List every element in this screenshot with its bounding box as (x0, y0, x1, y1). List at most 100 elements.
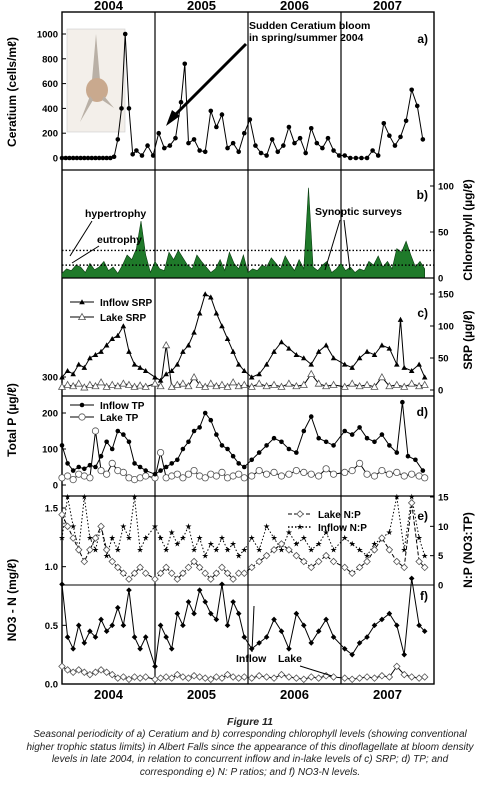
lake-tp-series-point (63, 472, 72, 480)
panel-b-ylabel: Chlorophyll (µg/ℓ) (461, 179, 475, 280)
legend-inflow-np-marker: ★ (296, 523, 303, 532)
year-label-top: 2004 (94, 0, 124, 13)
inflow-no3-series-point (98, 616, 104, 623)
inflow-no3-series-point (341, 646, 348, 652)
chlorophyll-area (61, 187, 426, 279)
panel-c-ytick-label: 150 (438, 290, 454, 301)
inflow-srp-series-point (235, 361, 242, 367)
lake-np-series-point (179, 569, 187, 578)
ceratium-series-point (269, 137, 275, 142)
inflow-tp-series-point (400, 399, 405, 405)
ceratium-series-point (348, 155, 353, 161)
ceratium-series-point (93, 155, 98, 161)
inflow-srp-series-point (315, 348, 322, 354)
panel-b-ytick-label: 100 (438, 182, 454, 193)
panel-a-ytick-label: 600 (42, 79, 58, 90)
ceratium-series-point (108, 155, 113, 161)
inflow-no3-series-point (208, 610, 214, 617)
inflow-srp-series-point (157, 377, 164, 383)
legend-lake-np-marker (296, 510, 304, 518)
inflow-np-series-point: ★ (300, 534, 307, 543)
lake-np-series-point (415, 557, 423, 566)
inflow-no3-series-point (364, 634, 370, 640)
ceratium-photo-horn (102, 96, 114, 108)
inflow-srp-series-point (371, 352, 378, 358)
panel-c-ytick-label: 100 (438, 322, 454, 333)
lake-no3-series-point (247, 674, 256, 682)
inflow-tp-series-point (59, 443, 65, 448)
lake-np-series-point (314, 557, 323, 566)
ceratium-series-point (414, 103, 420, 109)
ceratium-photo-horn (80, 96, 93, 122)
inflow-srp-series-point (131, 361, 138, 367)
lake-srp-series-point (184, 381, 193, 390)
lake-np-series-point (348, 569, 356, 578)
inflow-tp-series-point (271, 435, 277, 441)
bloom-annotation: Sudden Ceratium bloom in spring/summer 20… (249, 20, 370, 44)
lake-no3-series-point (218, 674, 226, 682)
inflow-srp-series-point (126, 348, 132, 354)
inflow-tp-series-point (225, 446, 230, 452)
lake-np-series-point (355, 563, 364, 572)
lake-np-series-point (201, 569, 209, 578)
inflow-tp-series-point (230, 453, 236, 459)
lake-srp-series-point (130, 382, 139, 390)
inflow-srp-series-point (163, 371, 169, 377)
ceratium-series-point (156, 130, 162, 136)
panel-c-ytick-label: 50 (438, 354, 449, 365)
inflow-srp-series-point (219, 323, 225, 329)
lake-tp-series-point (329, 470, 338, 478)
ceratium-series-point (70, 155, 76, 161)
inflow-np-series-point: ★ (70, 522, 77, 531)
lake-no3-series-point (86, 670, 94, 679)
inflow-np-series-point: ★ (190, 545, 197, 554)
panel-c-ytick-label: 0 (438, 386, 443, 397)
inflow-srp-series-point (330, 355, 337, 361)
ceratium-series-point (122, 31, 128, 37)
lake-tp-series-point (156, 448, 165, 457)
lake-srp-series-point (74, 379, 83, 387)
lake-no3-series-point (190, 672, 198, 680)
inflow-srp-series-point (191, 329, 197, 335)
inflow-no3-series-point (386, 610, 393, 617)
lake-no3-series-point (415, 674, 423, 682)
ceratium-series-point (67, 155, 72, 161)
panel-a-ytick-label: 200 (42, 129, 58, 140)
eutrophy-arrow (71, 245, 100, 264)
ceratium-series-point (167, 143, 173, 148)
inflow-no3-series-point (157, 622, 164, 629)
lake-srp-series-point (96, 378, 106, 386)
inflow-tp-series-point (175, 457, 180, 463)
lake-srp-series-point (195, 380, 204, 388)
inflow-tp-series-point (143, 468, 148, 473)
ceratium-series-point (162, 145, 167, 151)
inflow-tp-series-point (379, 432, 385, 437)
inflow-np-series-point: ★ (356, 545, 363, 554)
lake-no3-series-point (162, 673, 170, 681)
lake-srp-series-line (61, 345, 425, 388)
lake-tp-series-point (108, 459, 116, 467)
ceratium-series-point (398, 134, 403, 140)
lake-np-series-point (162, 563, 170, 572)
inflow-srp-series-point (70, 371, 76, 377)
lake-tp-series-point (300, 468, 308, 476)
lake-np-series-point (130, 569, 139, 578)
ceratium-series-point (59, 155, 65, 161)
lake-srp-series-point (156, 381, 165, 390)
lake-srp-series-point (362, 380, 372, 388)
panel-a-ytick-label: 0 (53, 154, 58, 165)
ceratium-series-point (409, 87, 414, 93)
lake-tp-series-point (212, 472, 220, 480)
inflow-no3-series-point (59, 581, 65, 588)
inflow-srp-series-point (356, 355, 363, 361)
lake-no3-series-point (292, 674, 301, 682)
inflow-tp-series-point (70, 468, 76, 473)
inflow-no3-series-point (394, 622, 400, 629)
inflow-np-series-point: ★ (168, 528, 175, 537)
panel-a-label: a) (417, 32, 428, 46)
inflow-no3-series-point (92, 634, 99, 640)
lake-no3-series-point (234, 674, 243, 682)
inflow-np-series-point: ★ (114, 545, 121, 554)
inflow-no3-series-point (301, 622, 307, 629)
inflow-np-series-point: ★ (241, 545, 248, 554)
